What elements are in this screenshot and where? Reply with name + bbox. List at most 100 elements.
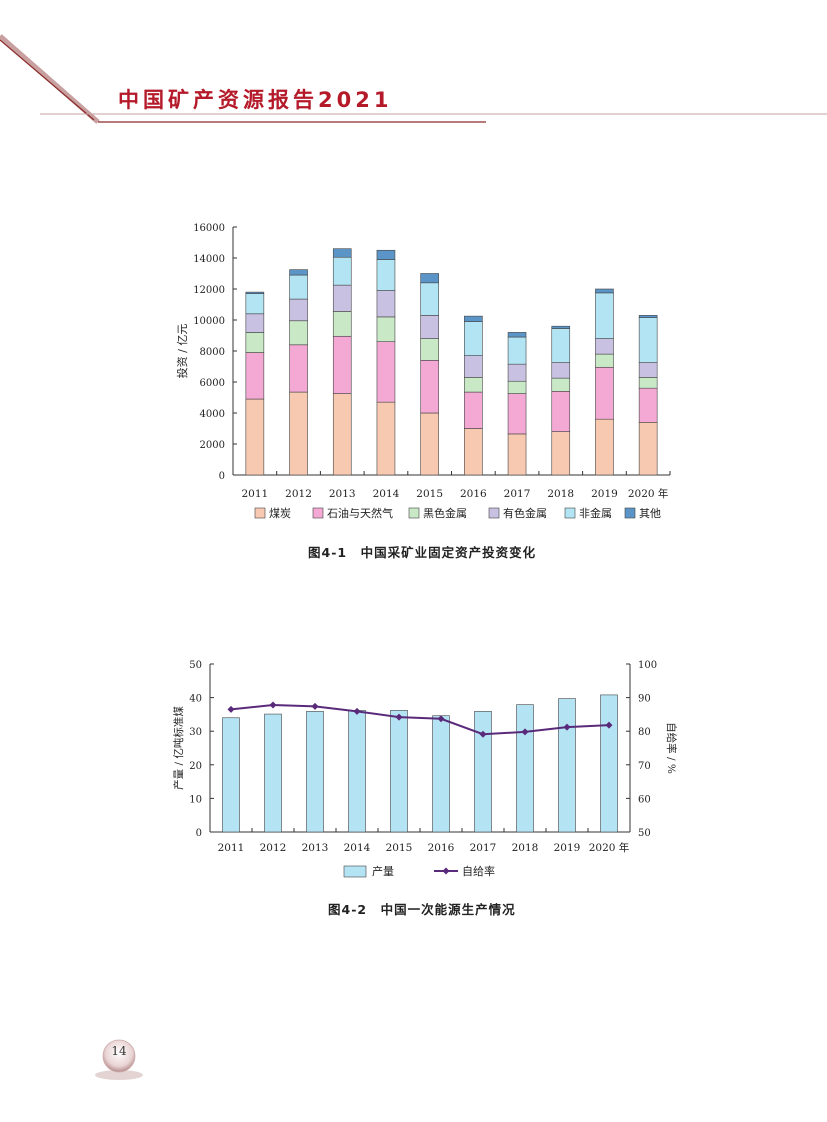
bar-segment [289, 391, 308, 476]
x-tick-label: 2019 [554, 842, 581, 854]
production-bar [222, 717, 240, 833]
bar-segment [289, 269, 308, 276]
bar-segment [464, 391, 483, 429]
bar-segment [638, 377, 658, 389]
bar-segment [289, 274, 308, 300]
bar-segment [507, 332, 527, 338]
figure2-caption: 图4-2 中国一次能源生产情况 [328, 902, 516, 917]
bar-segment [420, 360, 439, 414]
figure1-caption: 图4-1 中国采矿业固定资产投资变化 [308, 545, 537, 560]
y-axis-label: 投资 / 亿元 [175, 324, 189, 379]
legend-label-production: 产量 [372, 864, 394, 878]
left-tick-label: 50 [189, 660, 202, 671]
legend-label: 黑色金属 [423, 506, 467, 520]
bar-segment [551, 325, 571, 329]
self-sufficiency-point [353, 707, 361, 715]
bar-segment [638, 422, 658, 476]
bar-segment [595, 366, 614, 420]
legend-swatch-marker [442, 867, 450, 875]
report-title: 中国矿产资源报告2021 [118, 88, 393, 112]
legend-swatch [564, 507, 576, 519]
bar-segment [464, 355, 483, 378]
bar-segment [420, 412, 439, 476]
bar-segment [245, 291, 265, 294]
bar-segment [245, 313, 265, 333]
production-bar [348, 710, 366, 833]
y-tick-label: 0 [219, 471, 225, 482]
left-tick-label: 10 [189, 794, 202, 805]
production-bar [264, 713, 282, 833]
bar-segment [551, 377, 571, 392]
self-sufficiency-point [605, 721, 613, 729]
bar-segment [420, 315, 439, 339]
page-number: 14 [111, 1044, 127, 1058]
legend-label: 石油与天然气 [327, 506, 393, 520]
bar-segment [376, 249, 396, 260]
production-bar [474, 711, 492, 833]
bar-segment [507, 380, 527, 394]
bar-segment [332, 248, 352, 258]
bar-segment [289, 298, 308, 322]
production-bar [432, 715, 450, 833]
x-tick-label: 2016 [428, 842, 455, 854]
bar-segment [245, 293, 265, 315]
self-sufficiency-point [395, 713, 403, 721]
bar-segment [376, 341, 396, 403]
legend-swatch [254, 507, 266, 519]
production-bar [306, 711, 324, 833]
bar-segment [464, 428, 483, 476]
bar-segment [245, 352, 265, 400]
y-tick-label: 16000 [193, 223, 225, 234]
bar-segment [507, 433, 527, 476]
bar-segment [595, 292, 614, 339]
self-sufficiency-point [269, 701, 277, 709]
y-tick-label: 10000 [193, 316, 225, 327]
bar-segment [551, 391, 571, 432]
bar-segment [420, 338, 439, 361]
bar-segment [245, 332, 265, 353]
right-tick-label: 60 [638, 794, 651, 805]
bar-segment [376, 259, 396, 291]
y-tick-label: 2000 [200, 440, 225, 451]
x-tick-label: 2011 [241, 488, 268, 500]
x-tick-label: 2014 [344, 842, 371, 854]
y-tick-label: 12000 [193, 285, 225, 296]
x-tick-label: 2017 [470, 842, 497, 854]
self-sufficiency-point [563, 723, 571, 731]
x-tick-label: 2018 [547, 488, 574, 500]
bar-segment [551, 431, 571, 476]
production-bar [600, 694, 618, 833]
x-tick-label: 2019 [591, 488, 618, 500]
legend-label-self-sufficiency: 自给率 [462, 864, 495, 878]
bar-segment [289, 344, 308, 393]
x-tick-label: 2015 [386, 842, 413, 854]
right-tick-label: 70 [638, 761, 651, 772]
self-sufficiency-point [437, 715, 445, 723]
bar-segment [332, 393, 352, 476]
bar-segment [507, 336, 527, 365]
self-sufficiency-point [521, 728, 529, 736]
bar-segment [638, 362, 658, 378]
right-tick-label: 80 [638, 727, 651, 738]
bar-segment [551, 328, 571, 363]
x-tick-label: 2012 [260, 842, 287, 854]
x-tick-label: 2020 年 [589, 841, 630, 854]
legend-swatch-production [343, 865, 367, 878]
right-axis-label: 自给率 / % [665, 722, 678, 774]
x-tick-label: 2013 [329, 488, 356, 500]
right-tick-label: 100 [638, 660, 657, 671]
bar-segment [464, 315, 483, 322]
left-tick-label: 30 [189, 727, 202, 738]
left-tick-label: 40 [189, 694, 202, 705]
bar-segment [376, 290, 396, 318]
x-tick-label: 2012 [285, 488, 312, 500]
investment-stacked-bar-chart: 0 2000 4000 6000 8000 10000 12000 14000 16000 投资 … [175, 223, 671, 520]
bar-segment [595, 418, 614, 476]
x-tick-label: 2017 [504, 488, 531, 500]
legend-label: 其他 [639, 507, 661, 520]
bar-segment [638, 315, 658, 318]
self-sufficiency-point [479, 730, 487, 738]
bar-segment [638, 387, 658, 423]
header-decoration [0, 34, 827, 124]
bar-segment [464, 321, 483, 356]
